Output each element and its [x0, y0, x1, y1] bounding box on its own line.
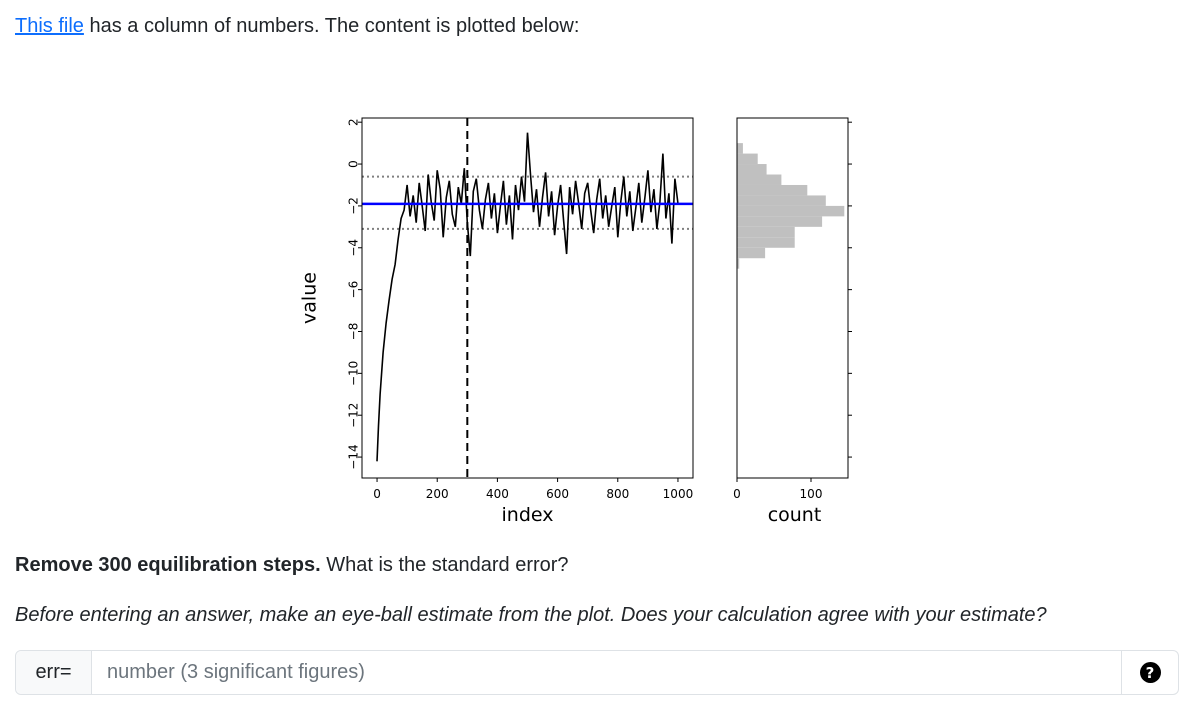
histogram-bar: [737, 153, 758, 165]
intro-description: has a column of numbers. The content is …: [83, 15, 580, 37]
y-tick-label: −14: [347, 444, 361, 469]
x-tick-label: 800: [606, 487, 629, 501]
question-circle-icon: ?: [1139, 662, 1161, 683]
histogram-bar: [737, 195, 826, 206]
y-axis-label: value: [299, 272, 321, 324]
histogram-bar: [737, 164, 767, 175]
histogram-bar: [737, 143, 743, 154]
question-text: Remove 300 equilibration steps. What is …: [15, 552, 569, 578]
x-tick-label: 600: [546, 487, 569, 501]
help-button[interactable]: ?: [1121, 651, 1178, 694]
question-description: What is the standard error?: [320, 554, 569, 576]
hist-x-tick-label: 0: [733, 487, 741, 501]
histogram-x-label: count: [768, 504, 822, 526]
x-tick-label: 200: [426, 487, 449, 501]
x-tick-label: 1000: [663, 487, 694, 501]
histogram-bar: [737, 184, 808, 196]
y-tick-label: −2: [347, 197, 361, 215]
y-tick-label: 0: [347, 160, 361, 168]
y-tick-label: −10: [347, 361, 361, 386]
estimate-instruction: Before entering an answer, make an eye-b…: [15, 604, 1047, 626]
histogram-bar: [737, 174, 782, 185]
histogram-bar: [737, 205, 845, 217]
err-label: err=: [16, 651, 92, 694]
x-tick-label: 0: [373, 487, 381, 501]
histogram-bar: [737, 216, 823, 227]
histogram-bar: [737, 258, 740, 269]
x-axis-label: index: [502, 504, 554, 526]
y-tick-label: −4: [347, 239, 361, 257]
err-input[interactable]: [92, 651, 1121, 694]
plot-frame: [361, 117, 694, 479]
histogram-frame: [736, 117, 849, 479]
histogram-bar: [737, 237, 795, 248]
answer-input-group: err= ?: [15, 650, 1179, 695]
y-tick-label: −6: [347, 281, 361, 299]
value-plot-figure: 20−2−4−6−8−10−12−140 200 400 600 800 1000inde…: [299, 117, 852, 526]
data-trace-line: [376, 132, 679, 462]
hist-x-tick-label: 100: [800, 487, 823, 501]
y-tick-label: −12: [347, 403, 361, 428]
file-link[interactable]: This file: [15, 15, 84, 37]
intro-text: This file has a column of numbers. The c…: [15, 13, 579, 39]
histogram-bar: [737, 247, 766, 259]
question-bold: Remove 300 equilibration steps.: [15, 554, 321, 576]
histogram-bar: [737, 226, 795, 238]
y-tick-label: 2: [347, 118, 361, 126]
y-tick-label: −8: [347, 323, 361, 341]
x-tick-label: 400: [486, 487, 509, 501]
